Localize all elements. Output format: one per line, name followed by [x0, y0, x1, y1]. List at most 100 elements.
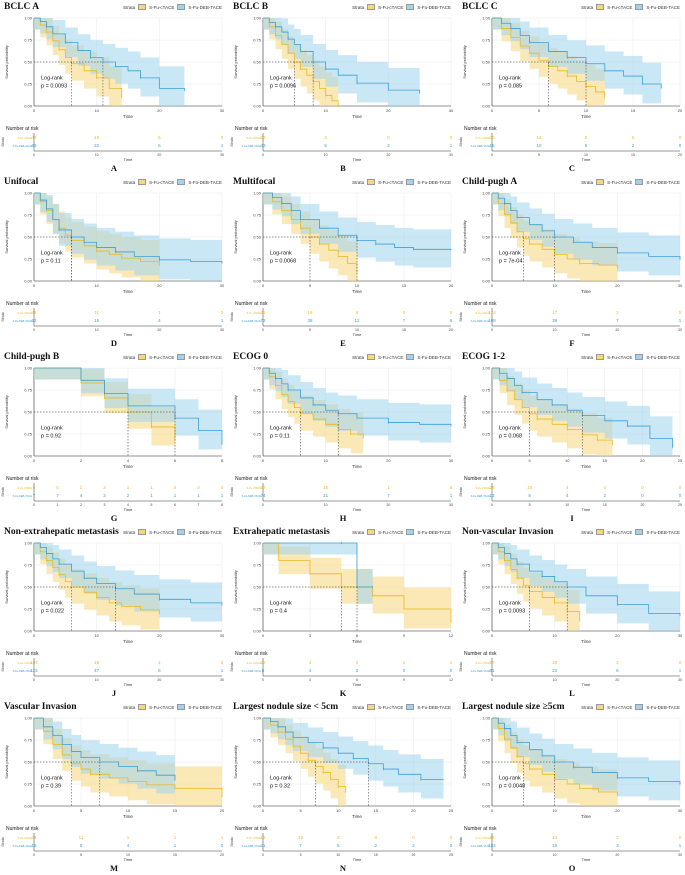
risk-x-tick: 10: [95, 328, 99, 332]
risk-count: 89: [489, 835, 495, 840]
panel-title: BCLC B: [233, 2, 269, 12]
legend-entry: S-Fu-DEB-TACE: [188, 4, 222, 10]
risk-count: 2: [616, 310, 619, 315]
x-tick-label: 4: [127, 458, 130, 463]
risk-count: 5: [585, 143, 588, 148]
legend-title: Strata: [123, 4, 136, 10]
x-tick-label: 0: [33, 808, 36, 813]
x-tick-label: 0: [262, 808, 265, 813]
ci-band: [263, 543, 373, 604]
y-tick-label: 0.75: [482, 738, 491, 743]
x-tick-label: 30: [220, 108, 225, 113]
risk-x-tick: 10: [324, 503, 328, 507]
risk-row-label: S-Fu-DEB-TACE: [13, 669, 33, 673]
legend-title: Strata: [581, 4, 594, 10]
risk-count: 6: [33, 485, 36, 490]
legend: Strata S-Fu-cTACE S-Fu-DEB-TACE: [581, 179, 680, 185]
logrank-label: Log-rank: [41, 776, 63, 782]
risk-count: 0: [641, 493, 644, 498]
legend-title: Strata: [581, 354, 594, 360]
y-axis-label: Survival probability: [233, 45, 238, 79]
x-tick-label: 12: [449, 633, 454, 638]
km-curve: [263, 717, 347, 793]
logrank-label: Log-rank: [499, 76, 521, 82]
risk-count: 1: [679, 318, 682, 323]
x-tick-label: 10: [552, 633, 557, 638]
x-tick-label: 10: [94, 633, 99, 638]
risk-row-label: S-Fu-DEB-TACE: [13, 319, 33, 323]
y-tick-label: 0.25: [24, 782, 33, 787]
risk-count: 10: [536, 143, 542, 148]
legend-swatch: [138, 4, 147, 10]
y-tick-label: 0.00: [482, 804, 491, 809]
risk-count: 1: [387, 485, 390, 490]
risk-row-label: S-Fu-DEB-TACE: [242, 494, 262, 498]
risk-strata-axis: Strata: [230, 837, 234, 846]
risk-table-title: Number at risk: [6, 126, 39, 132]
risk-count: 72: [260, 318, 266, 323]
risk-count: 0: [403, 310, 406, 315]
risk-x-tick: 30: [678, 678, 682, 682]
legend-entry: S-Fu-cTACE: [607, 529, 633, 535]
risk-x-tick: 10: [584, 153, 588, 157]
ci-band: [263, 193, 451, 269]
y-axis-label: Survival probability: [462, 745, 467, 779]
x-tick-label: 20: [449, 283, 454, 288]
risk-count: 0: [221, 843, 224, 848]
legend-entry: S-Fu-cTACE: [607, 4, 633, 10]
risk-x-tick: 5: [80, 853, 82, 857]
risk-count: 1: [450, 143, 453, 148]
y-tick-label: 0.25: [24, 607, 33, 612]
y-tick-label: 1.00: [253, 716, 262, 721]
x-axis-label: Time: [581, 289, 591, 294]
risk-row-label: S-Fu-DEB-TACE: [242, 144, 262, 148]
risk-x-tick: 6: [356, 678, 358, 682]
logrank-pvalue: p = 0.0068: [270, 259, 296, 265]
x-tick-label: 5: [309, 283, 312, 288]
risk-x-tick: 25: [678, 503, 682, 507]
risk-count: 11: [94, 310, 99, 315]
panel-letter: B: [340, 163, 346, 173]
risk-x-tick: 15: [631, 153, 635, 157]
risk-count: 4: [566, 485, 569, 490]
risk-x-tick: 30: [220, 678, 224, 682]
risk-count: 1: [679, 668, 682, 673]
x-tick-label: 0: [33, 108, 36, 113]
risk-table-title: Number at risk: [464, 651, 497, 657]
risk-count: 0: [679, 310, 682, 315]
logrank-label: Log-rank: [270, 76, 292, 82]
y-tick-label: 0.25: [482, 607, 491, 612]
km-curve: [492, 17, 662, 89]
legend-entry: S-Fu-cTACE: [149, 4, 175, 10]
y-tick-label: 0.00: [253, 454, 262, 459]
risk-count: 63: [31, 143, 37, 148]
x-tick-label: 6: [356, 633, 359, 638]
y-tick-label: 0.50: [482, 760, 491, 765]
risk-count: 0: [221, 485, 224, 490]
risk-count: 1: [403, 660, 406, 665]
x-axis-label: Time: [581, 114, 591, 119]
risk-count: 0: [632, 135, 635, 140]
risk-count: 3: [103, 493, 106, 498]
risk-x-tick: 20: [615, 678, 619, 682]
risk-x-tick: 9: [403, 678, 405, 682]
risk-count: 0: [221, 135, 224, 140]
ci-band: [263, 18, 420, 106]
legend-entry: S-Fu-cTACE: [378, 354, 404, 360]
risk-count: 11: [261, 843, 266, 848]
risk-x-label: Time: [582, 157, 592, 162]
risk-x-tick: 10: [565, 503, 569, 507]
panel-title: Child-pugh A: [462, 177, 518, 187]
risk-count: 4: [309, 660, 312, 665]
legend-swatch: [138, 179, 147, 185]
x-tick-label: 10: [323, 108, 328, 113]
x-tick-label: 9: [403, 633, 406, 638]
y-tick-label: 0.25: [253, 257, 262, 262]
risk-x-tick: 7: [198, 503, 200, 507]
logrank-pvalue: p = 0.92: [41, 434, 61, 440]
legend: Strata S-Fu-cTACE S-Fu-DEB-TACE: [123, 704, 222, 710]
risk-count: 2: [616, 835, 619, 840]
